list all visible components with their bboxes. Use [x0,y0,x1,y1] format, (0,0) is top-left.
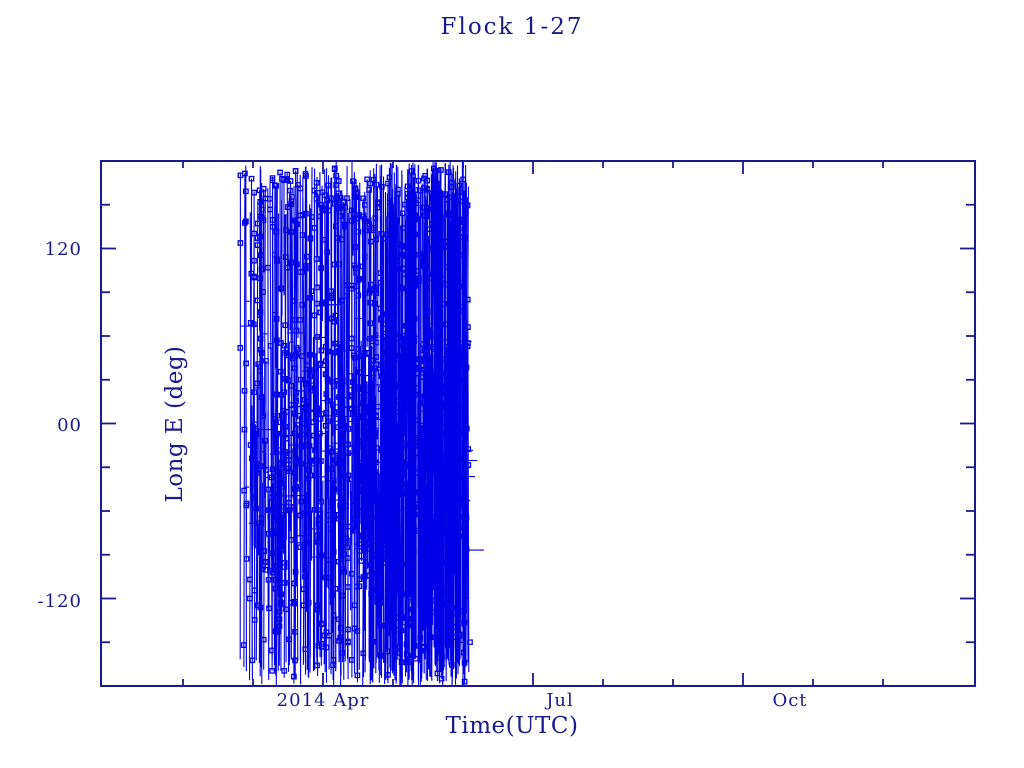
y-tick-label-0: 00 [57,415,82,436]
y-tick-label-minus-120: -120 [37,591,82,612]
x-tick-label-oct: Oct [772,690,808,711]
data-point-markers [237,165,473,685]
page-title: Flock 1-27 [440,14,584,40]
y-tick-label-120: 120 [44,239,82,260]
plot-frame-rect [100,160,976,687]
x-tick-label-2014-apr: 2014 Apr [276,690,370,711]
axis-frame [100,160,976,687]
x-tick-label-jul: Jul [546,690,574,711]
data-series-longitude [237,162,484,685]
axis-ticks [101,161,975,686]
x-axis-title: Time(UTC) [445,713,579,739]
